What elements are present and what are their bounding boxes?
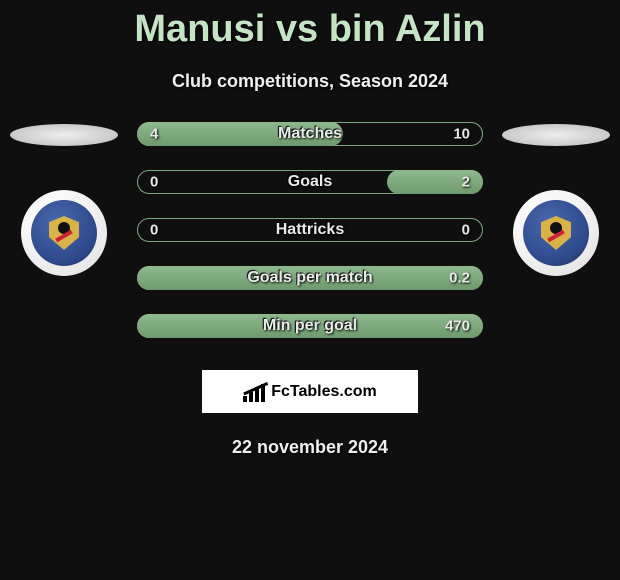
right-club-badge — [513, 190, 599, 276]
right-club-crest-icon — [523, 200, 589, 266]
stat-left-value: 0 — [150, 222, 158, 239]
stat-label: Min per goal — [138, 317, 482, 335]
right-player-col — [501, 122, 611, 276]
stat-left-value: 4 — [150, 126, 158, 143]
stats-column: 4 Matches 10 0 Goals 2 0 Hattricks 0 Goa… — [137, 122, 483, 338]
brand-text: FcTables.com — [271, 383, 377, 401]
stat-bar-goals: 0 Goals 2 — [137, 170, 483, 194]
stat-right-value: 0.2 — [449, 270, 470, 287]
stat-left-value: 0 — [150, 174, 158, 191]
stat-label: Goals — [138, 173, 482, 191]
stat-bar-goals-per-match: Goals per match 0.2 — [137, 266, 483, 290]
stat-right-value: 10 — [453, 126, 470, 143]
stat-bar-matches: 4 Matches 10 — [137, 122, 483, 146]
left-club-badge — [21, 190, 107, 276]
left-player-placeholder-icon — [10, 124, 118, 146]
left-club-crest-icon — [31, 200, 97, 266]
stat-label: Hattricks — [138, 221, 482, 239]
stat-right-value: 0 — [462, 222, 470, 239]
stat-label: Goals per match — [138, 269, 482, 287]
stat-right-value: 2 — [462, 174, 470, 191]
stat-bar-min-per-goal: Min per goal 470 — [137, 314, 483, 338]
stat-right-value: 470 — [445, 318, 470, 335]
comparison-row: 4 Matches 10 0 Goals 2 0 Hattricks 0 Goa… — [0, 122, 620, 338]
stat-label: Matches — [138, 125, 482, 143]
brand-box[interactable]: FcTables.com — [202, 370, 418, 413]
left-player-col — [9, 122, 119, 276]
right-player-placeholder-icon — [502, 124, 610, 146]
date-label: 22 november 2024 — [0, 437, 620, 458]
page-subtitle: Club competitions, Season 2024 — [0, 71, 620, 92]
brand-chart-icon — [243, 382, 265, 402]
page-title: Manusi vs bin Azlin — [0, 0, 620, 51]
stat-bar-hattricks: 0 Hattricks 0 — [137, 218, 483, 242]
